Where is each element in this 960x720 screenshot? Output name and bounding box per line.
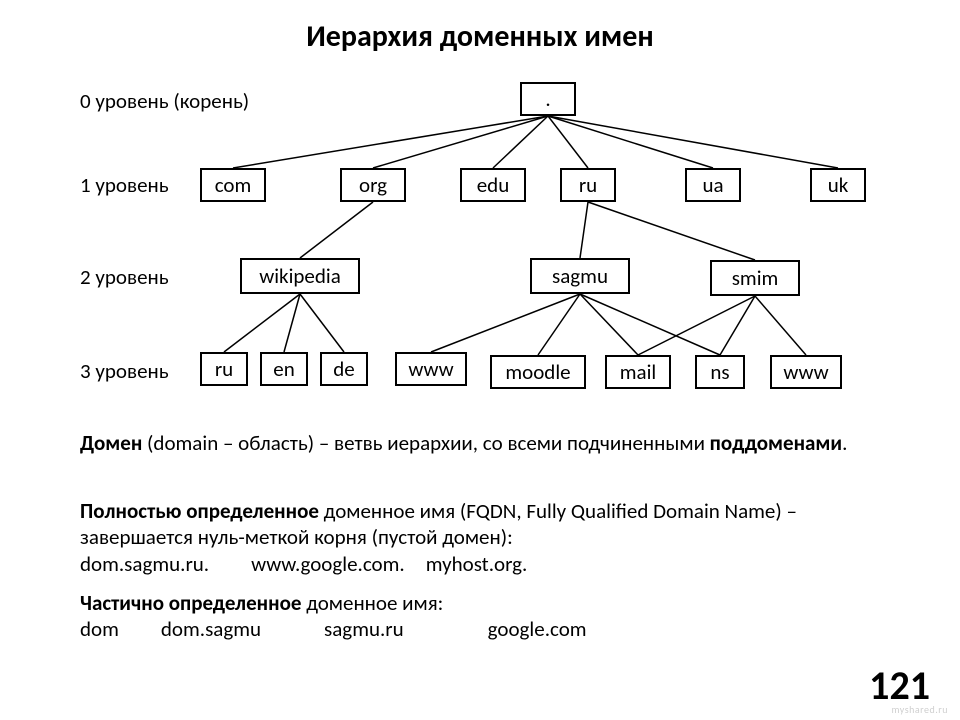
node-com: com (200, 168, 266, 202)
paragraph-partial: Частично определенное доменное имя: dom … (80, 590, 880, 643)
node-www1: www (395, 352, 467, 386)
node-mail: mail (605, 355, 671, 389)
p3-text: доменное имя: (301, 590, 443, 616)
node-edu: edu (460, 168, 526, 202)
node-ua: ua (685, 168, 741, 202)
p1-dot: . (842, 430, 847, 456)
p1-bold-poddomeny: поддоменами (710, 430, 842, 456)
level-2-label: 2 уровень (80, 264, 169, 290)
paragraph-domain: Домен (domain – область) – ветвь иерархи… (80, 430, 880, 456)
p3-examples: dom dom.sagmu sagmu.ru google.com (80, 616, 587, 642)
node-de: de (320, 352, 368, 386)
node-root: . (520, 82, 576, 116)
node-wikipedia: wikipedia (240, 258, 360, 294)
p1-bold-domen: Домен (80, 430, 142, 456)
node-ns: ns (695, 355, 745, 389)
node-ru3: ru (200, 352, 248, 386)
node-moodle: moodle (490, 355, 586, 389)
hierarchy-diagram: 0 уровень (корень) 1 уровень 2 уровень 3… (0, 80, 960, 420)
node-uk: uk (810, 168, 866, 202)
paragraph-fqdn: Полностью определенное доменное имя (FQD… (80, 498, 880, 577)
node-www2: www (770, 355, 842, 389)
node-sagmu: sagmu (530, 258, 630, 294)
p2-bold: Полностью определенное (80, 498, 319, 524)
page-title: Иерархия доменных имен (0, 0, 960, 55)
p2-examples: dom.sagmu.ru. www.google.com. myhost.org… (80, 551, 527, 577)
node-org: org (340, 168, 406, 202)
p3-bold: Частично определенное (80, 590, 301, 616)
watermark: myshared.ru (891, 703, 948, 716)
level-3-label: 3 уровень (80, 358, 169, 384)
level-0-label: 0 уровень (корень) (80, 88, 249, 114)
node-ru: ru (560, 168, 616, 202)
node-en: en (260, 352, 308, 386)
level-1-label: 1 уровень (80, 172, 169, 198)
node-smim: smim (710, 260, 800, 296)
p1-text: (domain – область) – ветвь иерархии, со … (142, 430, 709, 456)
